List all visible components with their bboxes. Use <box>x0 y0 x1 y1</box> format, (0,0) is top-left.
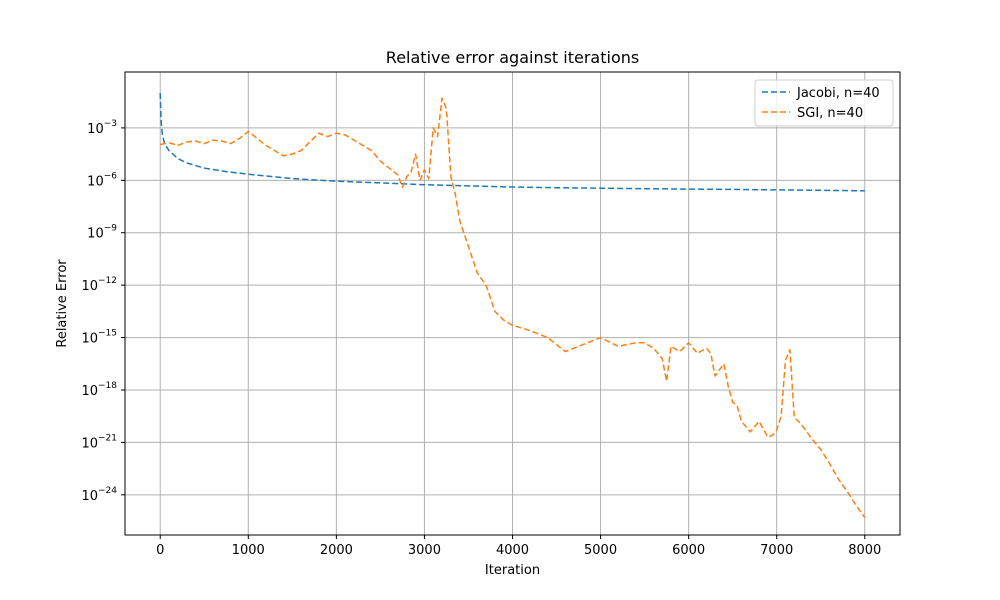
legend: Jacobi, n=40 SGI, n=40 <box>754 79 894 127</box>
x-tick-label: 2000 <box>320 543 353 558</box>
y-tick-label: 10−3 <box>87 119 117 137</box>
x-tick-label: 8000 <box>848 543 881 558</box>
x-tick-label: 3000 <box>408 543 441 558</box>
x-tick-label: 1000 <box>232 543 265 558</box>
series-layer <box>159 92 866 518</box>
y-tick-label: 10−15 <box>81 329 117 347</box>
x-tick-label: 7000 <box>760 543 793 558</box>
grid-layer <box>125 72 900 535</box>
y-tick-label: 10−21 <box>81 433 117 451</box>
legend-label-jacobi: Jacobi, n=40 <box>796 86 880 101</box>
x-tick-label: 5000 <box>584 543 617 558</box>
y-tick-label: 10−6 <box>87 171 117 189</box>
y-axis-label: Relative Error <box>55 259 70 348</box>
x-tick-label: 0 <box>156 543 164 558</box>
series-line-jacobi <box>159 92 865 192</box>
series-line-sgi <box>160 97 866 518</box>
y-tick-label: 10−24 <box>81 486 117 504</box>
x-tick-label: 4000 <box>496 543 529 558</box>
y-tick-label: 10−12 <box>81 276 117 294</box>
tick-layer: 0 1000 2000 3000 4000 5000 6000 7000 8000 10−24 10… <box>81 119 881 558</box>
legend-label-sgi: SGI, n=40 <box>797 106 863 121</box>
x-tick-label: 6000 <box>672 543 705 558</box>
x-axis-label: Iteration <box>485 563 540 578</box>
y-tick-label: 10−9 <box>87 224 117 242</box>
chart-title: Relative error against iterations <box>386 48 639 67</box>
y-tick-label: 10−18 <box>81 381 117 399</box>
